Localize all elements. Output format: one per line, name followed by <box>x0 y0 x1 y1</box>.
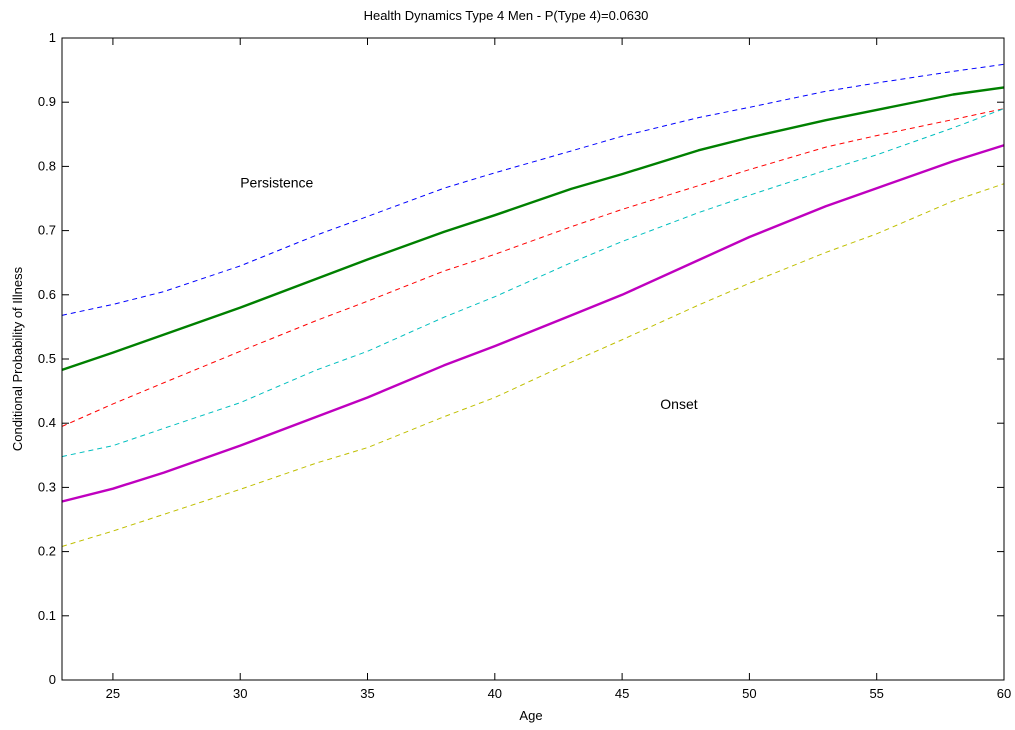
y-tick-label: 0.2 <box>38 544 56 559</box>
x-tick-label: 30 <box>233 686 247 701</box>
y-tick-label: 0.4 <box>38 415 56 430</box>
y-tick-label: 0.7 <box>38 223 56 238</box>
annotation-persistence: Persistence <box>240 174 313 190</box>
series-line-3 <box>61 108 1005 427</box>
series-line-4 <box>61 108 1005 458</box>
y-tick-label: 0.3 <box>38 479 56 494</box>
x-tick-label: 60 <box>997 686 1011 701</box>
chart-title: Health Dynamics Type 4 Men - P(Type 4)=0… <box>364 8 649 23</box>
y-tick-label: 0.6 <box>38 287 56 302</box>
series-line-1 <box>61 63 1005 316</box>
tick-layer: 25 30 35 40 45 50 55 60 0 0.1 0.2 0.3 0.4 0.5 0.6 0.7 0.… <box>38 30 1011 701</box>
y-tick-label: 0.9 <box>38 94 56 109</box>
y-tick-label: 0.8 <box>38 158 56 173</box>
series-line-5 <box>61 144 1005 503</box>
y-tick-label: 1 <box>49 30 56 45</box>
series-line-2 <box>61 86 1005 372</box>
annotation-layer: Persistence Onset <box>240 174 698 411</box>
series-layer <box>61 63 1005 547</box>
y-tick-label: 0.1 <box>38 608 56 623</box>
x-tick-label: 40 <box>488 686 502 701</box>
series-line-6 <box>61 183 1005 547</box>
x-tick-label: 50 <box>742 686 756 701</box>
annotation-onset: Onset <box>660 396 697 412</box>
x-tick-label: 35 <box>360 686 374 701</box>
y-tick-label: 0 <box>49 672 56 687</box>
y-tick-label: 0.5 <box>38 351 56 366</box>
y-axis-label: Conditional Probability of Illness <box>10 266 25 451</box>
x-tick-label: 45 <box>615 686 629 701</box>
x-tick-label: 25 <box>106 686 120 701</box>
x-tick-label: 55 <box>869 686 883 701</box>
x-axis-label: Age <box>519 708 542 723</box>
